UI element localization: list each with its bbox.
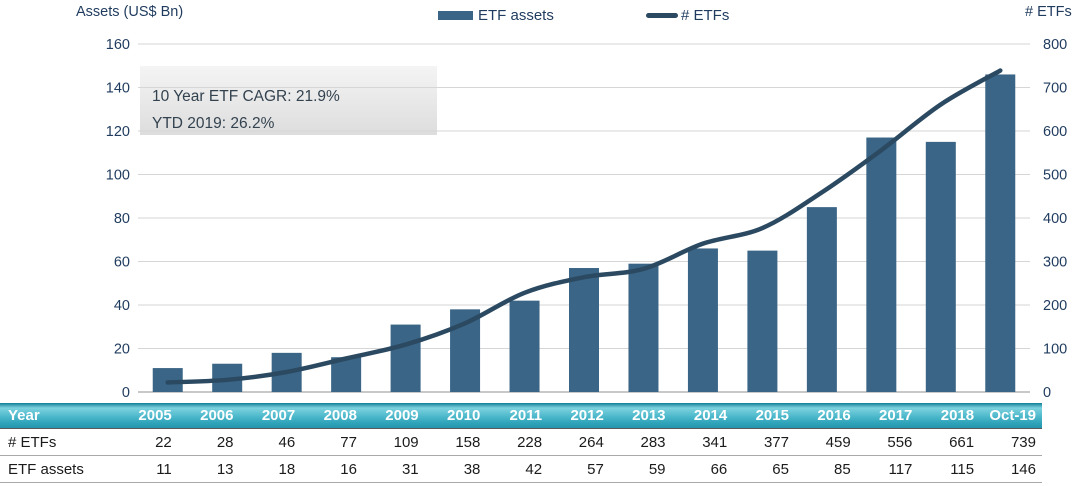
left-axis-tick: 80	[114, 211, 130, 227]
right-axis-tick: 200	[1043, 298, 1067, 314]
legend-item-etf-assets: ETF assets	[438, 4, 554, 26]
legend-item-num-etfs: # ETFs	[646, 4, 729, 26]
num-etfs-line-swatch-icon	[646, 12, 678, 18]
table-row-etf-assets: ETF assets 11 13 18 16 31 38 42 57 59 66 65 85 117 115…	[0, 455, 1042, 483]
value-cell: 46	[239, 428, 302, 456]
value-cell: 228	[486, 428, 549, 456]
value-cell: 22	[116, 428, 178, 456]
table-header-row: Year 2005 2006 2007 2008 2009 2010 2011 2012 2013…	[0, 403, 1042, 429]
bar-2015	[747, 250, 778, 392]
right-axis-tick: 500	[1043, 168, 1067, 184]
left-axis-tick: 60	[114, 255, 130, 271]
bar-2005	[152, 368, 183, 392]
value-cell: 38	[424, 455, 487, 483]
right-axis-tick: 0	[1043, 385, 1051, 401]
left-axis-tick: 140	[106, 81, 130, 97]
value-cell: 28	[177, 428, 240, 456]
value-cell: 57	[548, 455, 610, 483]
value-cell: 66	[671, 455, 734, 483]
bar-2016	[806, 207, 837, 392]
value-cell: 117	[856, 455, 919, 483]
value-cell: 77	[301, 428, 363, 456]
table-header-year: Year	[0, 403, 117, 429]
value-cell: 59	[609, 455, 672, 483]
table-header-2017: 2017	[856, 403, 919, 429]
table-header-2009: 2009	[362, 403, 425, 429]
table-header-2006: 2006	[177, 403, 240, 429]
value-cell: 85	[794, 455, 857, 483]
value-cell: 377	[733, 428, 795, 456]
value-cell: 459	[794, 428, 857, 456]
table-row--etfs: # ETFs 22 28 46 77 109 158 228 264 283 341 377 459 55…	[0, 428, 1042, 456]
value-cell: 661	[918, 428, 981, 456]
right-axis-tick: 800	[1043, 37, 1067, 53]
right-axis-tick: 300	[1043, 255, 1067, 271]
table-header-2018: 2018	[918, 403, 981, 429]
left-axis-tick: 40	[114, 298, 130, 314]
table-header-2016: 2016	[794, 403, 857, 429]
value-cell: 556	[856, 428, 919, 456]
bar-2014	[687, 248, 718, 392]
left-axis-tick: 120	[106, 124, 130, 140]
right-axis-tick: 400	[1043, 211, 1067, 227]
legend-label-etf-assets: ETF assets	[478, 6, 554, 24]
left-axis-tick: 100	[106, 168, 130, 184]
value-cell: 18	[239, 455, 302, 483]
value-cell: 109	[362, 428, 425, 456]
bar-2012	[569, 268, 599, 392]
table-header-2013: 2013	[609, 403, 672, 429]
table-header-2014: 2014	[671, 403, 734, 429]
annotation-line-2: YTD 2019: 26.2%	[152, 115, 275, 132]
table-header-2007: 2007	[239, 403, 302, 429]
table-header-2015: 2015	[733, 403, 795, 429]
value-cell: 65	[733, 455, 795, 483]
value-cell: 115	[918, 455, 981, 483]
bar-2018	[925, 141, 956, 392]
table-header-2005: 2005	[116, 403, 178, 429]
table-header-2011: 2011	[486, 403, 549, 429]
value-cell: 739	[980, 428, 1042, 456]
value-cell: 11	[116, 455, 178, 483]
table-header-2008: 2008	[301, 403, 363, 429]
left-axis-tick: 20	[114, 342, 130, 358]
value-cell: 283	[609, 428, 672, 456]
table-header-2012: 2012	[548, 403, 610, 429]
bar-Oct-19	[985, 74, 1016, 392]
value-cell: 13	[177, 455, 240, 483]
value-cell: 146	[980, 455, 1042, 483]
etf-assets-swatch-icon	[438, 10, 473, 20]
annotation-box	[140, 66, 437, 135]
bar-2011	[509, 300, 540, 392]
num-etfs-line	[165, 68, 1003, 385]
table-header-2010: 2010	[424, 403, 487, 429]
value-cell: 16	[301, 455, 363, 483]
left-axis-tick: 160	[106, 37, 130, 53]
right-axis-tick: 700	[1043, 81, 1067, 97]
bar-2013	[628, 263, 659, 392]
value-cell: 42	[486, 455, 549, 483]
value-cell: 158	[424, 428, 487, 456]
value-cell: 31	[362, 455, 425, 483]
row-label: # ETFs	[0, 428, 117, 456]
combo-chart: 0 20 40 60 80 100 120 140 160 0 100 200 300 400 500 600…	[106, 37, 1067, 401]
left-axis-tick: 0	[122, 385, 130, 401]
bar-2017	[866, 137, 897, 392]
left-axis-title: Assets (US$ Bn)	[76, 4, 184, 20]
value-cell: 341	[671, 428, 734, 456]
table-header-Oct-19: Oct-19	[980, 403, 1042, 429]
value-cell: 264	[548, 428, 610, 456]
legend-label-num-etfs: # ETFs	[681, 6, 730, 24]
annotation-line-1: 10 Year ETF CAGR: 21.9%	[152, 88, 340, 105]
right-axis-title: # ETFs	[1025, 4, 1072, 20]
row-label: ETF assets	[0, 455, 117, 483]
right-axis-tick: 600	[1043, 124, 1067, 140]
right-axis-tick: 100	[1043, 342, 1067, 358]
bar-2009	[390, 324, 421, 392]
data-table: Year 2005 2006 2007 2008 2009 2010 2011 2012 2013…	[0, 403, 1042, 483]
